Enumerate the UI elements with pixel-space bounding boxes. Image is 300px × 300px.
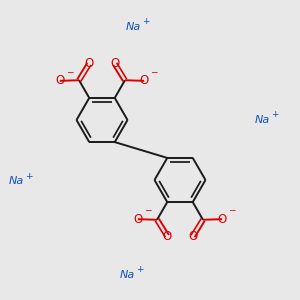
Text: +: +	[25, 172, 32, 181]
Text: −: −	[228, 206, 236, 214]
Text: O: O	[218, 213, 227, 226]
Text: +: +	[142, 17, 149, 26]
Text: Na: Na	[126, 22, 141, 32]
Text: O: O	[133, 213, 142, 226]
Text: −: −	[150, 67, 158, 76]
Text: O: O	[110, 57, 119, 70]
Text: +: +	[136, 265, 143, 274]
Text: +: +	[271, 110, 278, 119]
Text: Na: Na	[255, 115, 270, 125]
Text: Na: Na	[120, 269, 135, 280]
Text: O: O	[55, 74, 64, 87]
Text: O: O	[140, 74, 149, 87]
Text: O: O	[188, 230, 197, 243]
Text: −: −	[66, 67, 73, 76]
Text: O: O	[85, 57, 94, 70]
Text: Na: Na	[9, 176, 24, 187]
Text: −: −	[144, 206, 151, 214]
Text: O: O	[163, 230, 172, 243]
